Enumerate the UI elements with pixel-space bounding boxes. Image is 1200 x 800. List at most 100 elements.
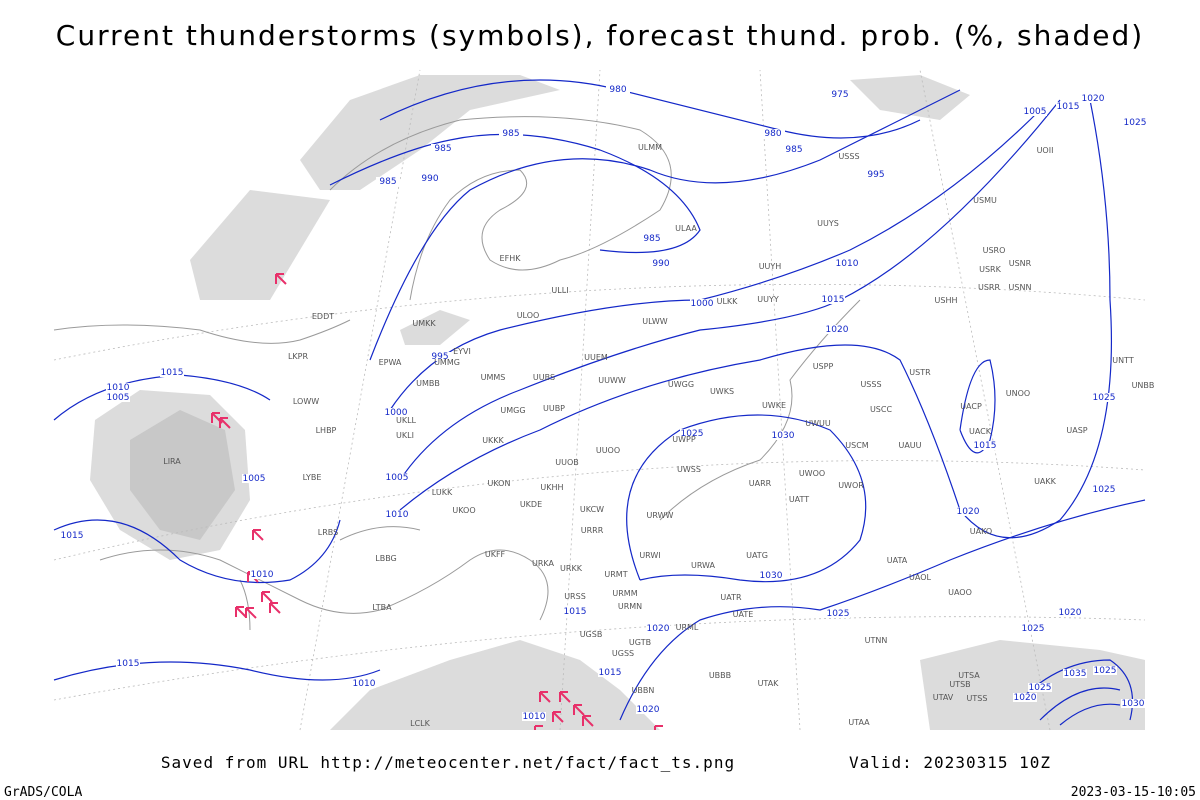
station-label: UAOL (909, 573, 931, 582)
isobar-label-bg (418, 174, 442, 183)
isobar-label-bg (636, 705, 660, 714)
isobar-label-bg (385, 473, 409, 482)
timestamp: 2023-03-15-10:05 (1071, 785, 1196, 800)
station-label: UTSS (967, 694, 988, 703)
isobar-label-bg (835, 259, 859, 268)
isobar-label: 1020 (647, 624, 670, 634)
isobar-label: 1025 (1094, 666, 1117, 676)
station-label: UTAA (848, 718, 870, 727)
isobar-label-bg (973, 441, 997, 450)
isobar-label: 1010 (386, 510, 409, 520)
isobar-label-bg (1092, 485, 1116, 494)
station-label: LRBS (318, 528, 338, 537)
isobar-label: 990 (652, 259, 669, 269)
isobar-label-bg (690, 299, 714, 308)
isobar-label-bg (1063, 669, 1087, 678)
station-label: ULWW (642, 317, 667, 326)
station-label: LKPR (288, 352, 309, 361)
station-label: UUOO (596, 446, 620, 455)
station-label: URMT (604, 570, 627, 579)
isobar-label-bg (160, 368, 184, 377)
station-label: UMKK (412, 319, 436, 328)
isobar-label-bg (385, 510, 409, 519)
station-label: UAKO (970, 527, 992, 536)
valid-time: Valid: 20230315 10Z (849, 753, 1051, 772)
isobar-label-bg (1081, 94, 1105, 103)
isobar-label-bg (1121, 699, 1145, 708)
station-label: UASP (1066, 426, 1087, 435)
isobar-label-bg (826, 609, 850, 618)
station-label: LYBE (303, 473, 322, 482)
station-label: UWOO (799, 469, 825, 478)
isobar-label: 1010 (107, 383, 130, 393)
isobar-label: 1025 (1093, 393, 1116, 403)
station-label: UKKK (482, 436, 504, 445)
station-label: UOII (1037, 146, 1054, 155)
isobar-label: 1020 (1014, 693, 1037, 703)
station-label: UWKE (762, 401, 786, 410)
station-label: UBBN (632, 686, 655, 695)
isobar-label-bg (242, 474, 266, 483)
station-label: UACP (960, 402, 982, 411)
station-label: USCC (870, 405, 893, 414)
station-label: UWOR (838, 481, 864, 490)
isobar-label-bg (428, 352, 452, 361)
isobar-label: 985 (502, 129, 519, 139)
isobar-label: 995 (867, 170, 884, 180)
station-label: UKDE (520, 500, 542, 509)
isobar-label: 1025 (1124, 118, 1147, 128)
isobar-label: 1030 (1122, 699, 1145, 709)
station-label: ULLI (551, 286, 568, 295)
isobar-label: 1015 (564, 607, 587, 617)
isobar-label: 1020 (1059, 608, 1082, 618)
isobar-label: 985 (643, 234, 660, 244)
station-label: USSS (838, 152, 859, 161)
isobar-label-bg (499, 129, 523, 138)
station-label: LBBG (375, 554, 397, 563)
station-label: LOWW (293, 397, 319, 406)
isobar-label: 1030 (772, 431, 795, 441)
title: Current thunderstorms (symbols), forecas… (56, 19, 1144, 52)
station-label: UKON (488, 479, 511, 488)
station-label: UKFF (485, 550, 506, 559)
isobar-label-bg (680, 429, 704, 438)
station-label: EFHK (500, 254, 522, 263)
isobar-label: 985 (785, 145, 802, 155)
station-label: USNN (1009, 283, 1032, 292)
station-label: UKLI (396, 431, 414, 440)
station-label: USNR (1009, 259, 1032, 268)
station-label: EDDT (312, 312, 334, 321)
station-label: UMMG (434, 358, 460, 367)
station-label: UATT (789, 495, 809, 504)
isobar-label: 1015 (61, 531, 84, 541)
isobar-label: 1000 (691, 299, 714, 309)
isobar-label-bg (106, 393, 130, 402)
station-label: UWGG (668, 380, 694, 389)
isobar-label: 1015 (599, 668, 622, 678)
station-label: UUEM (584, 353, 608, 362)
isobar-label: 1035 (1064, 669, 1087, 679)
station-label: URSS (564, 592, 586, 601)
station-label: ULMM (638, 143, 662, 152)
station-label: ULKK (717, 297, 739, 306)
isobar-label-bg (825, 325, 849, 334)
station-label: UUOB (555, 458, 579, 467)
credit: GrADS/COLA (4, 785, 82, 800)
isobar-label: 1010 (523, 712, 546, 722)
isobar-label: 1025 (681, 429, 704, 439)
isobar-label-bg (759, 571, 783, 580)
station-label: UKLL (396, 416, 417, 425)
station-label: UTAK (758, 679, 780, 688)
isobar-label-bg (828, 90, 852, 99)
isobar-label: 1015 (822, 295, 845, 305)
isobar-label: 1025 (1029, 683, 1052, 693)
station-label: UTSB (949, 680, 970, 689)
isobar-label-bg (640, 234, 664, 243)
station-label: UAKK (1034, 477, 1057, 486)
isobar-label-bg (1123, 118, 1147, 127)
station-label: URRR (581, 526, 604, 535)
isobar-label-bg (646, 624, 670, 633)
station-label: EYVI (453, 347, 471, 356)
isobar-label-bg (1021, 624, 1045, 633)
